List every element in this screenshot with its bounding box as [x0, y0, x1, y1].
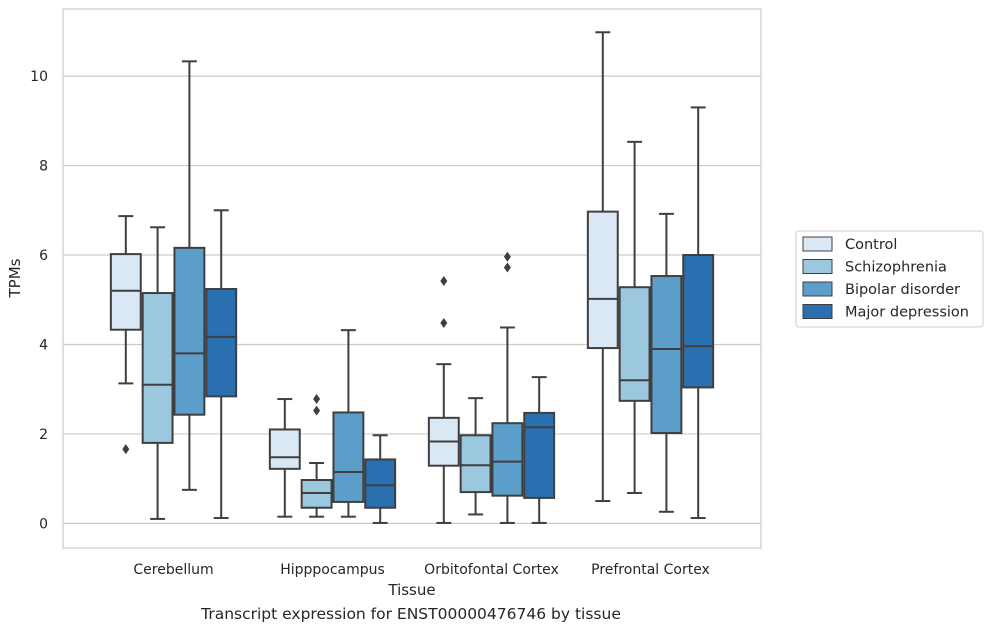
box [586, 210, 619, 350]
x-tick-label: Cerebellum [133, 562, 213, 578]
box [268, 428, 301, 470]
box [173, 246, 206, 416]
legend: Control Schizophrenia Bipolar disorder Majo… [795, 230, 984, 328]
box [205, 288, 238, 398]
x-tick-label: Orbitofontal Cortex [424, 562, 559, 578]
box [491, 422, 524, 497]
box [650, 275, 683, 435]
y-tick-label: 2 [39, 427, 48, 443]
y-tick-label: 4 [39, 337, 48, 353]
y-tick-label: 10 [30, 69, 48, 85]
outlier-point [440, 275, 448, 286]
legend-swatch [802, 236, 833, 252]
legend-swatch [802, 259, 833, 274]
y-tick-label: 8 [39, 159, 48, 175]
x-tick-labels: Cerebellum Hipppocampus Orbitofontal Corte… [133, 562, 709, 578]
legend-swatch [802, 281, 833, 297]
x-tick-label: Hipppocampus [280, 562, 385, 578]
legend-swatch [802, 304, 833, 319]
outlier-point [440, 318, 448, 329]
legend-frame [795, 230, 984, 328]
box [364, 458, 397, 509]
boxes [109, 31, 715, 524]
figure-caption: Transcript expression for ENST0000047674… [201, 605, 621, 623]
outlier-point [503, 262, 511, 273]
box [141, 292, 174, 444]
y-tick-labels: 0 2 4 6 8 10 [30, 69, 48, 532]
x-axis-label: Tissue [387, 581, 435, 599]
box [523, 411, 556, 499]
outlier-point [122, 444, 130, 455]
outlier-point [313, 394, 321, 405]
box [332, 411, 365, 503]
box [109, 253, 142, 331]
box [682, 254, 715, 389]
y-axis-label: TPMs [6, 258, 24, 298]
legend-label: Control [845, 237, 897, 253]
legend-label: Bipolar disorder [845, 282, 960, 298]
box [618, 286, 651, 402]
box [459, 434, 492, 494]
outlier-point [313, 405, 321, 416]
legend-label: Schizophrenia [845, 260, 947, 276]
legend-label: Major depression [845, 305, 969, 321]
y-tick-label: 6 [39, 248, 48, 264]
outlier-point [503, 251, 511, 262]
y-tick-label: 0 [39, 516, 48, 532]
box-plot-chart: 0 2 4 6 8 10 Cerebellum Hipppocampus Orbitofont… [6, 8, 984, 599]
x-tick-label: Prefrontal Cortex [591, 562, 710, 578]
